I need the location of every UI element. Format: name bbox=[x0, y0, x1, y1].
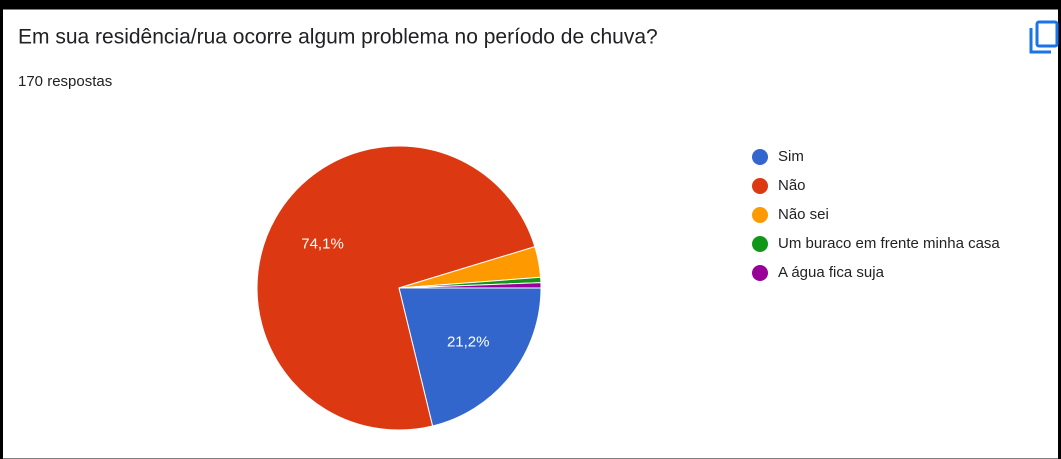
pie-slice bbox=[398, 282, 542, 289]
question-title: Em sua residência/rua ocorre algum probl… bbox=[18, 26, 658, 49]
legend-dot bbox=[752, 265, 768, 281]
frame bbox=[0, 6, 1061, 459]
legend-dot bbox=[752, 149, 768, 165]
legend-dot bbox=[752, 207, 768, 223]
legend-label: Sim bbox=[778, 148, 804, 165]
legend-label: Não bbox=[778, 177, 806, 194]
copy-icon[interactable] bbox=[1029, 20, 1059, 54]
response-count: 170 respostas bbox=[18, 73, 112, 90]
legend-label: Um buraco em frente minha casa bbox=[778, 235, 1000, 252]
copy-icon-back[interactable] bbox=[1029, 28, 1051, 54]
pie-slice bbox=[398, 287, 542, 427]
legend-label: A água fica suja bbox=[778, 264, 885, 281]
copy-icon-front[interactable] bbox=[1035, 20, 1059, 48]
legend-label: Não sei bbox=[778, 206, 829, 223]
top-edge bbox=[0, 0, 1061, 8]
pie-slice bbox=[256, 145, 536, 431]
legend-dot bbox=[752, 178, 768, 194]
slice-label: 21,2% bbox=[447, 333, 490, 350]
slice-label: 74,1% bbox=[301, 235, 344, 252]
legend-dot bbox=[752, 236, 768, 252]
